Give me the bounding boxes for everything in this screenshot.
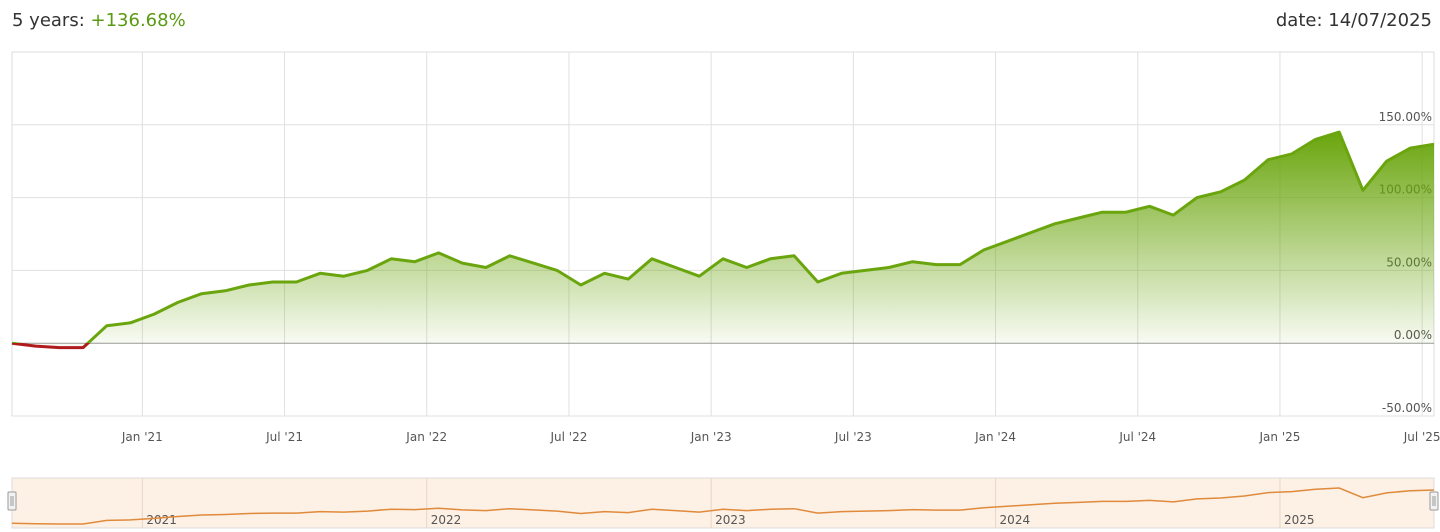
navigator-handle (7, 491, 17, 511)
performance: +136.68% (90, 10, 186, 31)
x-tick-label: Jul '25 (1403, 430, 1440, 444)
navigator-label: 2025 (1284, 513, 1315, 527)
navigator-label: 2022 (431, 513, 462, 527)
date: date: 14/07/2025 (1275, 10, 1432, 31)
x-tick-label: Jan '22 (405, 430, 447, 444)
x-tick-label: Jan '24 (974, 430, 1016, 444)
period: 5 years: +136.68% (12, 10, 186, 31)
navigator-line (11, 487, 1435, 525)
navigator-label: 2023 (715, 513, 746, 527)
x-tick-label: Jul '23 (834, 430, 872, 444)
x-tick-label: Jul '22 (550, 430, 588, 444)
navigator-label: 2021 (146, 513, 177, 527)
navigator-handle (1429, 491, 1439, 511)
navigator-label: 2024 (1000, 513, 1031, 527)
area (12, 132, 1434, 348)
header: 5 years: +136.68% date: 14/07/2025 (0, 0, 1440, 44)
x-tick-label: Jan '23 (690, 430, 732, 444)
x-tick-label: Jan '21 (121, 430, 163, 444)
period-label: 5 years: (12, 10, 85, 31)
x-tick-label: Jan '25 (1259, 430, 1301, 444)
x-tick-label: Jul '24 (1118, 430, 1156, 444)
y-tick-label: -50.00% (1382, 401, 1432, 415)
y-tick-label: 150.00% (1379, 110, 1432, 124)
x-tick-label: Jul '21 (265, 430, 303, 444)
line (11, 130, 1435, 350)
